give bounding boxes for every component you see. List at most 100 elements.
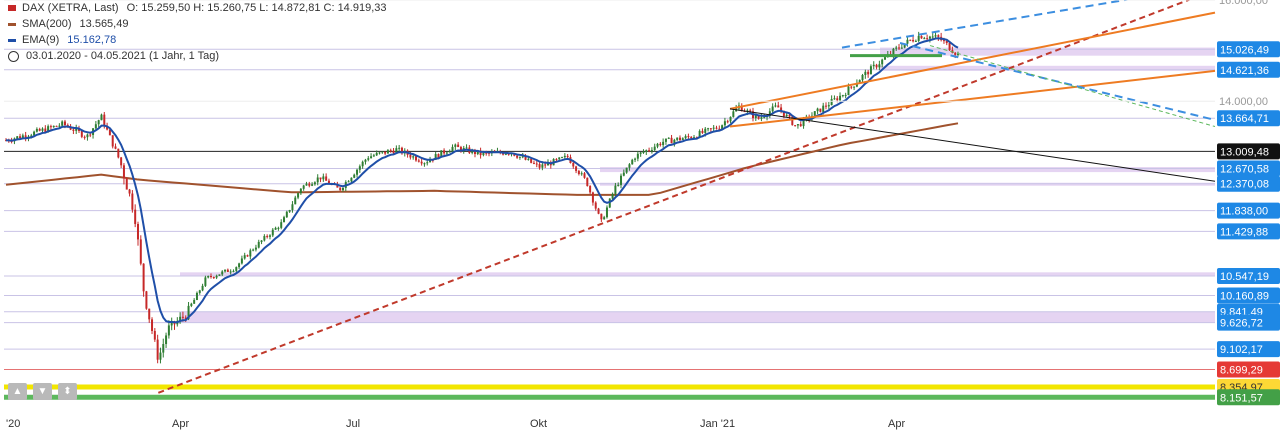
- candle-body: [608, 198, 611, 208]
- candle-body: [687, 136, 690, 138]
- candle-body: [322, 176, 325, 180]
- x-tick-label: Jul: [346, 418, 361, 430]
- candle-body: [516, 155, 519, 158]
- candle-body: [709, 128, 712, 130]
- candle-body: [266, 236, 269, 238]
- candle-body: [482, 152, 485, 156]
- candle-body: [934, 35, 937, 37]
- clock-icon: [8, 50, 19, 62]
- candle-body: [445, 152, 448, 154]
- candle-body: [162, 343, 165, 353]
- candle-body: [676, 137, 679, 140]
- candle-body: [678, 137, 681, 140]
- candle-body: [311, 184, 314, 186]
- candle-body: [726, 121, 729, 123]
- candle-body: [802, 118, 805, 127]
- candle-body: [249, 250, 252, 257]
- fit-range-button[interactable]: ⬍: [58, 383, 77, 400]
- candle-body: [827, 105, 830, 107]
- forecast-green-line: [929, 45, 1216, 128]
- candle-body: [538, 164, 541, 168]
- candle-body: [957, 53, 959, 55]
- candle-body: [729, 116, 732, 122]
- level-label: 10.547,19: [1220, 271, 1269, 283]
- candle-body: [319, 177, 322, 180]
- candle-body: [681, 138, 684, 140]
- candle-body: [471, 150, 474, 153]
- candle-body: [524, 156, 527, 160]
- candle-body: [426, 162, 429, 164]
- level-label-bg: [1217, 110, 1280, 127]
- candle-body: [662, 141, 665, 146]
- candle-body: [72, 129, 75, 131]
- candle-body: [364, 159, 367, 162]
- candle-body: [760, 117, 763, 119]
- candle-body: [788, 114, 791, 117]
- candle-body: [546, 162, 549, 166]
- y-tick-label: 16.000,00: [1219, 0, 1268, 7]
- candle-body: [605, 207, 608, 218]
- candle-body: [636, 153, 639, 159]
- level-label-bg: [1217, 175, 1280, 192]
- instrument-swatch: [8, 5, 16, 11]
- candle-body: [527, 158, 530, 160]
- legend-ema-row: EMA(9) 15.162,78: [8, 32, 387, 48]
- candle-body: [830, 99, 833, 106]
- candle-body: [794, 125, 797, 127]
- candle-body: [268, 235, 271, 237]
- level-label-bg: [1217, 41, 1280, 58]
- candle-body: [142, 263, 145, 292]
- candle-body: [252, 249, 255, 251]
- candle-body: [224, 269, 227, 272]
- candle-body: [479, 150, 482, 156]
- candle-body: [111, 135, 114, 147]
- legend-period: 03.01.2020 - 04.05.2021 (1 Jahr, 1 Tag): [26, 50, 220, 62]
- scroll-down-button[interactable]: ▼: [33, 383, 52, 400]
- candle-body: [75, 128, 78, 131]
- candle-body: [473, 150, 476, 154]
- candle-body: [372, 155, 375, 157]
- candle-body: [825, 105, 828, 107]
- candle-body: [440, 150, 443, 158]
- sma-200-line: [5, 122, 959, 196]
- candle-body: [33, 131, 36, 136]
- candle-body: [235, 267, 238, 271]
- candle-body: [544, 164, 547, 166]
- candle-body: [389, 150, 392, 152]
- candle-body: [895, 47, 898, 49]
- scroll-up-button[interactable]: ▲: [8, 383, 27, 400]
- candle-body: [580, 173, 583, 175]
- candle-body: [575, 166, 578, 171]
- candle-body: [243, 255, 246, 259]
- candle-body: [193, 300, 196, 304]
- candle-body: [822, 105, 825, 112]
- candle-body: [796, 124, 799, 126]
- candle-body: [645, 150, 648, 153]
- candle-body: [502, 152, 505, 155]
- candle-body: [532, 162, 535, 164]
- candle-body: [937, 35, 940, 37]
- candle-body: [566, 155, 569, 158]
- support-zone: [600, 167, 1215, 173]
- candle-body: [836, 98, 839, 101]
- candle-body: [847, 86, 850, 96]
- candle-body: [89, 134, 92, 136]
- candle-body: [485, 152, 488, 154]
- candle-body: [136, 223, 139, 240]
- candle-body: [855, 83, 858, 87]
- candle-body: [718, 128, 721, 130]
- candle-body: [361, 161, 364, 167]
- candle-body: [583, 173, 586, 178]
- candle-body: [125, 178, 128, 190]
- level-label: 10.160,89: [1220, 291, 1269, 303]
- candle-body: [429, 159, 432, 163]
- candle-body: [892, 48, 895, 55]
- candle-body: [954, 52, 957, 55]
- candle-body: [190, 303, 193, 306]
- candle-body: [850, 86, 853, 88]
- candle-body: [19, 136, 22, 139]
- candle-body: [423, 163, 426, 165]
- candle-body: [308, 183, 311, 186]
- candle-body: [614, 185, 617, 194]
- candle-body: [417, 160, 420, 162]
